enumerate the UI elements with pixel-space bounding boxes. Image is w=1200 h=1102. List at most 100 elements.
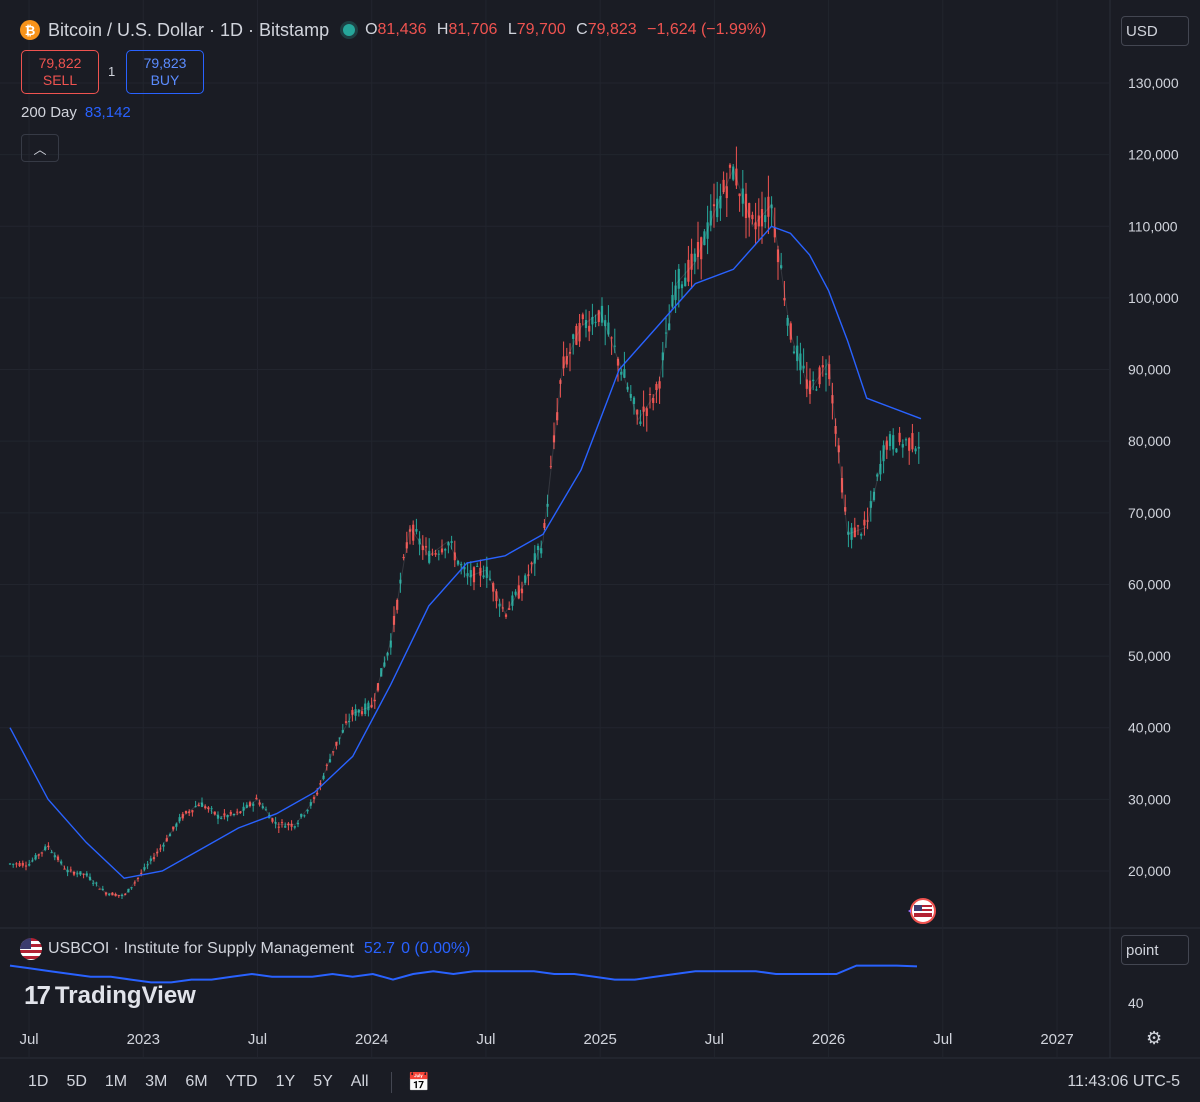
indicator-legend[interactable]: USBCOI · Institute for Supply Management… (20, 938, 470, 960)
candle-body (335, 741, 338, 746)
candle-body (581, 314, 584, 320)
candle-body (472, 567, 476, 583)
candle-body (623, 369, 626, 378)
candle-body (629, 393, 632, 398)
x-tick-label: Jul (705, 1031, 724, 1048)
candle-body (354, 709, 357, 716)
candle-body (255, 797, 258, 800)
y-tick-label: 60,000 (1128, 576, 1171, 592)
candle-body (210, 808, 213, 810)
clock-timezone[interactable]: 11:43:06 UTC-5 (1067, 1073, 1180, 1090)
buy-button[interactable]: 79,823 BUY (126, 50, 204, 94)
symbol-title[interactable]: Bitcoin / U.S. Dollar · 1D · Bitstamp (48, 19, 330, 40)
candle-body (405, 542, 408, 549)
candle-body (671, 294, 674, 307)
candle-body (498, 603, 501, 607)
candle-body (706, 222, 709, 239)
candle-body (370, 704, 373, 708)
candle-body (191, 810, 194, 813)
indicator-value: 52.7 (363, 940, 396, 957)
candle-body (351, 710, 354, 715)
candle-body (124, 893, 127, 895)
candle-body (47, 845, 50, 847)
indicator-change: 0 (0.00%) (401, 940, 471, 957)
candle-body (204, 806, 207, 809)
candle-body (616, 358, 620, 366)
candle-body (341, 729, 344, 733)
range-all[interactable]: All (350, 1073, 369, 1090)
candle-body (536, 545, 540, 550)
sell-button[interactable]: 79,822 SELL (21, 50, 99, 94)
candle-body (444, 549, 447, 551)
range-6m[interactable]: 6M (185, 1073, 208, 1090)
x-tick-label: 2026 (812, 1031, 845, 1048)
candle-body (284, 825, 287, 828)
range-5y[interactable]: 5Y (313, 1073, 333, 1090)
range-1y[interactable]: 1Y (275, 1073, 296, 1090)
x-tick-label: Jul (476, 1031, 495, 1048)
range-ytd[interactable]: YTD (225, 1073, 258, 1090)
candle-body (844, 507, 847, 512)
candle-body (223, 813, 226, 816)
candle-body (760, 209, 764, 227)
high-label: H (436, 21, 449, 38)
candle-body (380, 668, 383, 677)
candle-body (194, 806, 197, 808)
candle-body (690, 253, 693, 270)
candle-body (159, 848, 162, 850)
trade-quantity[interactable]: 1 (108, 64, 116, 79)
candle-body (216, 814, 220, 819)
candle-body (568, 351, 572, 354)
currency-button[interactable]: USD (1121, 16, 1189, 46)
candle-body (162, 844, 165, 847)
tradingview-logo[interactable]: 17 TradingView (24, 980, 196, 1011)
candle-body (242, 806, 245, 811)
candle-body (789, 323, 792, 340)
candle-body (802, 365, 805, 369)
scale-point-button[interactable]: point (1121, 935, 1189, 965)
candle-body (31, 860, 34, 862)
candle-body (485, 566, 488, 578)
calendar-range-icon[interactable]: 📅 (390, 1071, 430, 1093)
symbol-header[interactable]: ₿ Bitcoin / U.S. Dollar · 1D · Bitstamp … (20, 18, 772, 42)
candle-body (258, 802, 261, 805)
candle-body (652, 398, 655, 403)
candle-body (668, 323, 671, 331)
candle-body (610, 337, 613, 339)
candle-body (520, 588, 524, 594)
sell-price: 79,822 (38, 55, 82, 71)
range-3m[interactable]: 3M (145, 1073, 168, 1090)
range-1m[interactable]: 1M (104, 1073, 128, 1090)
sell-label: SELL (42, 72, 78, 88)
candle-body (885, 440, 888, 450)
candle-body (831, 395, 834, 404)
candle-body (15, 863, 18, 865)
candle-body (594, 321, 597, 323)
indicator-name: USBCOI · Institute for Supply Management (48, 940, 354, 957)
candle-body (824, 373, 828, 375)
economic-event-flag-icon[interactable] (906, 898, 936, 924)
indicator-line (9, 964, 918, 984)
candle-body (872, 491, 876, 501)
candle-body (28, 863, 31, 866)
low-value: 79,700 (516, 21, 566, 38)
candle-body (546, 503, 549, 507)
settings-gear-icon[interactable]: ⚙ (1146, 1028, 1163, 1048)
candle-body (348, 721, 351, 723)
collapse-legend-button[interactable]: ︿ (21, 134, 59, 162)
range-5d[interactable]: 5D (66, 1073, 87, 1090)
range-1d[interactable]: 1D (28, 1073, 49, 1090)
candle-body (296, 822, 300, 825)
candle-body (770, 204, 773, 209)
candle-body (120, 894, 124, 896)
candle-body (178, 817, 181, 822)
candle-body (402, 556, 405, 559)
candle-body (24, 865, 28, 867)
candle-body (530, 562, 533, 565)
ma-legend[interactable]: 200 Day 83,142 (21, 104, 131, 121)
y-tick-label: 30,000 (1128, 791, 1171, 807)
candle-body (661, 352, 664, 361)
candle-body (748, 203, 751, 218)
candle-body (338, 737, 341, 739)
